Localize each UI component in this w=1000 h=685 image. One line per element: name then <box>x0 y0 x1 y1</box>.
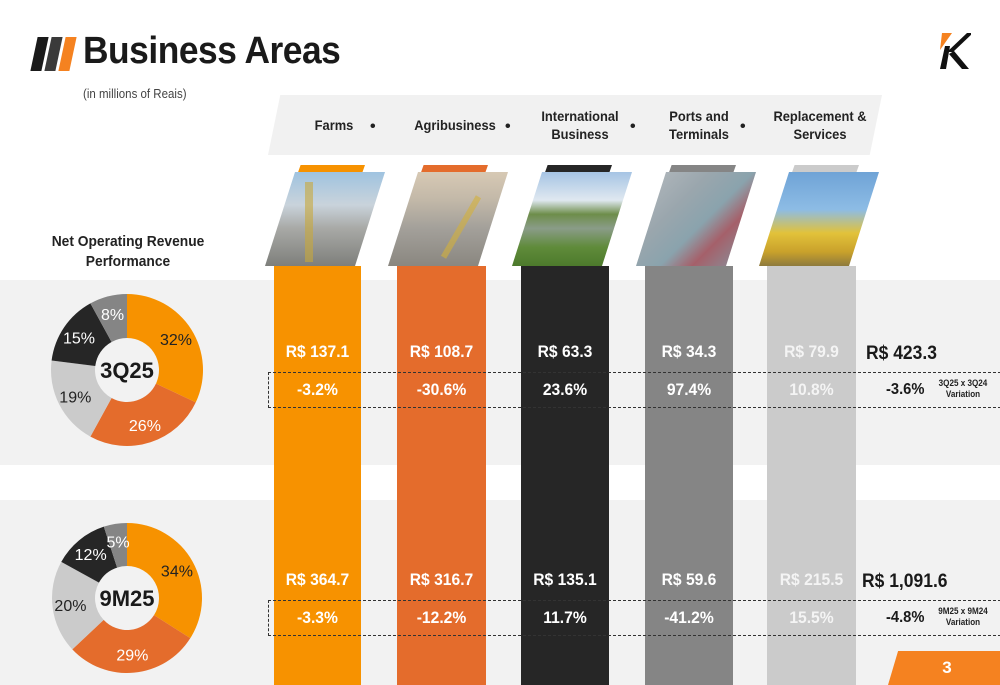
total-3q25: R$ 423.3 <box>866 343 937 364</box>
cell-farms-9m25: R$ 364.7 -3.3% <box>274 570 361 660</box>
cell-replacement-9m25: R$ 215.5 15.5% <box>767 570 856 660</box>
donut-slice-agribusiness <box>72 615 191 673</box>
variation-replacement: 10.8% <box>789 380 834 399</box>
value-agribusiness: R$ 108.7 <box>409 342 474 361</box>
variation-international: 11.7% <box>543 608 587 627</box>
bar-farms <box>274 266 361 685</box>
bar-replacement <box>767 266 856 685</box>
total-variation-3q25: -3.6% <box>886 381 925 398</box>
donut-slice-replacement-services <box>52 561 104 650</box>
variation-box-3q25 <box>268 372 1000 408</box>
donut-slice-label: 12% <box>75 547 107 564</box>
cell-farms-3q25: R$ 137.1 -3.2% <box>274 342 361 432</box>
donut-slice-label: 26% <box>129 418 161 435</box>
variation-caption-3q25: 3Q25 x 3Q24 Variation <box>935 378 991 400</box>
cell-agribusiness-3q25: R$ 108.7 -30.6% <box>397 342 486 432</box>
variation-agribusiness: -12.2% <box>416 608 467 627</box>
donut-center-label: 9M25 <box>99 586 154 611</box>
bar-ports <box>645 266 733 685</box>
variation-caption-9m25: 9M25 x 9M24 Variation <box>935 606 991 628</box>
cell-international-3q25: R$ 63.3 23.6% <box>521 342 609 432</box>
caption-line: 3Q25 x 3Q24 <box>938 378 988 388</box>
donut-slice-label: 32% <box>160 332 192 349</box>
segment-label-farms: Farms <box>314 117 354 133</box>
cell-international-9m25: R$ 135.1 11.7% <box>521 570 609 660</box>
page-number: 3 <box>942 658 952 677</box>
page-number-tab <box>888 651 1000 685</box>
separator-dot: • <box>630 118 636 135</box>
donut-slice-international-business <box>51 303 112 366</box>
cell-replacement-3q25: R$ 79.9 10.8% <box>767 342 856 432</box>
donut-slice-farms <box>127 523 202 639</box>
separator-dot: • <box>370 118 376 135</box>
segment-label-international: International Business <box>541 108 619 142</box>
donut-slice-label: 5% <box>107 535 130 552</box>
variation-box-9m25 <box>268 600 1000 636</box>
cell-ports-3q25: R$ 34.3 97.4% <box>645 342 733 432</box>
bar-international <box>521 266 609 685</box>
value-farms: R$ 137.1 <box>285 342 350 361</box>
page-title: Business Areas <box>83 30 341 72</box>
k-logo-icon <box>940 33 971 69</box>
variation-ports: -41.2% <box>664 608 714 627</box>
caption-line: Variation <box>945 389 981 399</box>
grain-silos-photo <box>388 172 508 266</box>
total-variation-9m25: -4.8% <box>886 609 925 626</box>
section-title: Net Operating Revenue Performance <box>51 233 205 270</box>
donut-chart-3q25: 32% 26% 19% 15% 8% 3Q25 <box>51 294 204 446</box>
donut-slice-label: 29% <box>116 648 148 665</box>
separator-dot: • <box>740 118 746 135</box>
port-ships-aerial-photo <box>636 172 756 266</box>
donut-slice-ports-and-terminals <box>103 523 127 568</box>
donut-center-label: 3Q25 <box>100 358 154 383</box>
segment-label-agribusiness: Agribusiness <box>414 117 496 133</box>
donut-slice-farms <box>127 294 204 403</box>
donut-slice-ports-and-terminals <box>90 294 127 342</box>
donut-slice-label: 15% <box>63 330 95 347</box>
segment-label-ports: Ports and Terminals <box>669 108 729 142</box>
value-international: R$ 63.3 <box>537 342 593 361</box>
bar-agribusiness <box>397 266 486 685</box>
donut-slice-label: 34% <box>161 564 193 581</box>
caption-line: 9M25 x 9M24 <box>938 606 988 616</box>
grain-silos-photo <box>265 172 385 266</box>
value-ports: R$ 59.6 <box>661 570 717 589</box>
variation-farms: -3.2% <box>297 380 338 399</box>
donut-slice-label: 20% <box>54 598 86 615</box>
segment-label-replacement: Replacement & Services <box>773 108 867 142</box>
cell-ports-9m25: R$ 59.6 -41.2% <box>645 570 733 660</box>
value-ports: R$ 34.3 <box>661 342 717 361</box>
value-agribusiness: R$ 316.7 <box>409 570 474 589</box>
workers-yellow-stairs-photo <box>759 172 879 266</box>
value-farms: R$ 364.7 <box>285 570 350 589</box>
variation-farms: -3.3% <box>297 608 338 627</box>
value-replacement: R$ 215.5 <box>779 570 844 589</box>
cell-agribusiness-9m25: R$ 316.7 -12.2% <box>397 570 486 660</box>
variation-agribusiness: -30.6% <box>416 380 467 399</box>
value-replacement: R$ 79.9 <box>784 342 839 361</box>
variation-international: 23.6% <box>542 380 588 399</box>
caption-line: Variation <box>945 617 981 627</box>
separator-dot: • <box>505 118 511 135</box>
variation-replacement: 15.5% <box>789 608 834 627</box>
farm-silos-field-photo <box>512 172 632 266</box>
donut-slice-label: 19% <box>59 389 91 406</box>
value-international: R$ 135.1 <box>533 570 597 589</box>
variation-ports: 97.4% <box>666 380 712 399</box>
page-subtitle: (in millions of Reais) <box>83 87 187 101</box>
segments-header <box>268 95 882 155</box>
donut-slice-international-business <box>61 526 118 583</box>
donut-slice-agribusiness <box>90 383 196 446</box>
total-9m25: R$ 1,091.6 <box>862 571 948 592</box>
donut-slice-label: 8% <box>101 307 124 324</box>
donut-slice-replacement-services <box>51 360 112 437</box>
donut-chart-9m25: 34% 29% 20% 12%5% 9M25 <box>52 523 202 673</box>
